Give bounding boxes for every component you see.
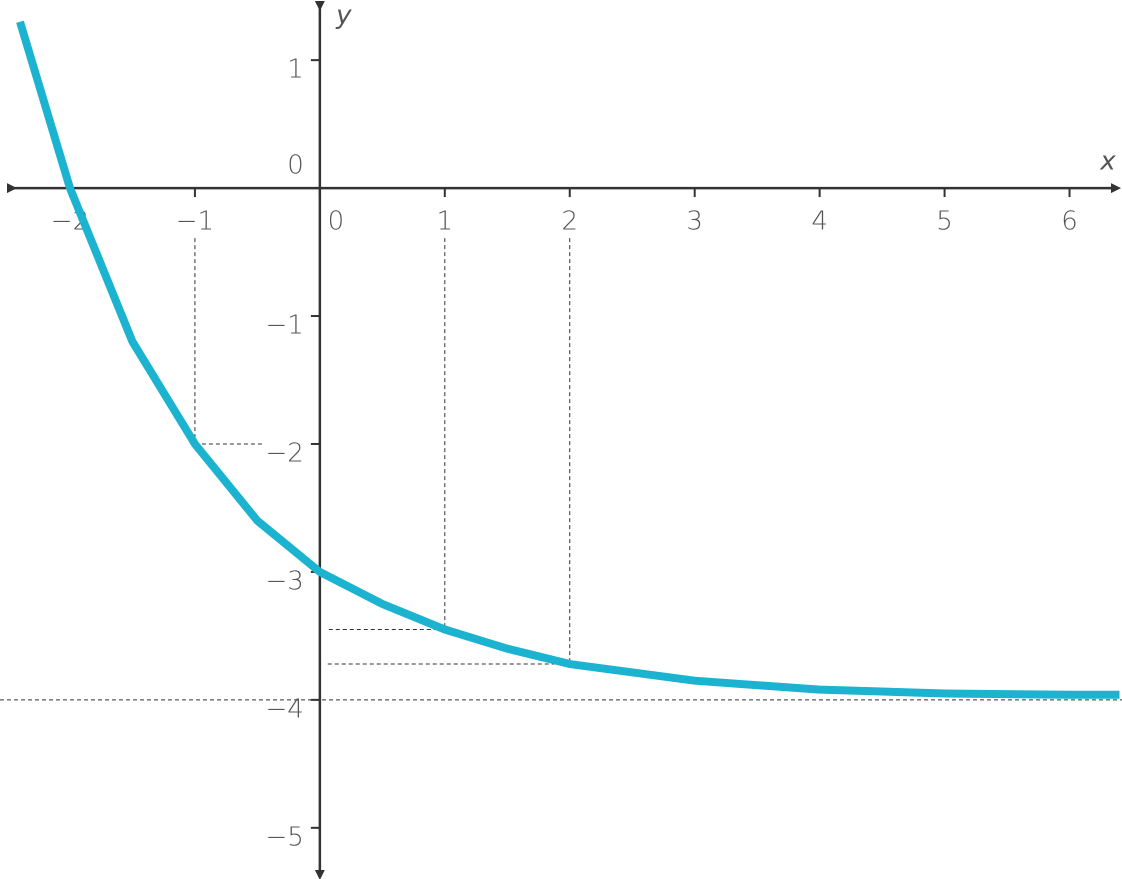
curve	[16, 20, 1120, 699]
x-tick-label: 5	[936, 207, 953, 237]
x-tick-label: 6	[1061, 207, 1078, 237]
y-tick-label: 1	[287, 55, 304, 85]
y-axis-label: y	[335, 1, 352, 31]
x-axis-label: x	[1099, 147, 1116, 177]
x-tick-label: 3	[686, 207, 703, 237]
x-tick-label: 2	[561, 207, 578, 237]
y-tick-label: −2	[266, 438, 304, 468]
y-tick-label: −4	[266, 694, 304, 724]
x-tick-label: 1	[437, 207, 454, 237]
y-tick-label: −1	[266, 311, 304, 341]
x-tick-label: −1	[176, 207, 214, 237]
y-tick-label: 0	[287, 151, 304, 181]
y-tick-label: −3	[266, 566, 304, 596]
x-tick-label: 0	[328, 207, 345, 237]
x-tick-label: 4	[811, 207, 828, 237]
y-tick-label: −5	[266, 822, 304, 852]
